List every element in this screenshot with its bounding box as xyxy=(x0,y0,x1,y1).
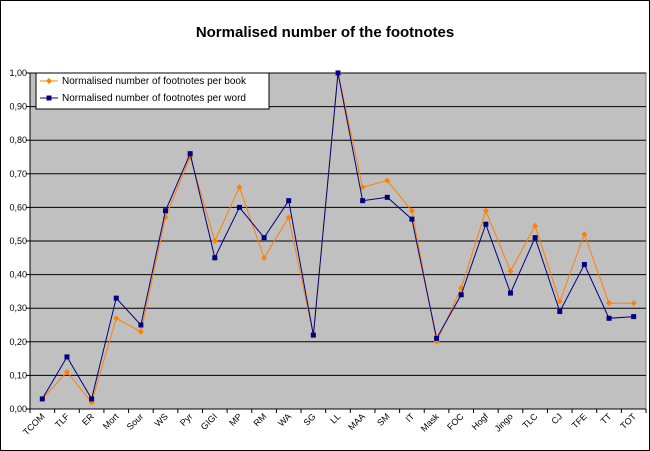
data-point-square xyxy=(187,151,193,157)
x-tick-label: TOT xyxy=(618,411,638,431)
data-point-square xyxy=(483,221,489,227)
series-per-word xyxy=(39,70,637,402)
x-tick-label: Sour xyxy=(125,411,146,432)
x-tick-label: MAA xyxy=(346,411,367,432)
x-tick-label: TFE xyxy=(570,411,589,430)
data-point-square xyxy=(557,309,563,315)
data-point-square xyxy=(39,396,45,402)
data-point-square xyxy=(434,335,440,341)
data-point-diamond xyxy=(507,268,514,275)
gridlines xyxy=(30,72,646,410)
data-point-diamond xyxy=(359,184,366,191)
data-point-square xyxy=(163,208,169,214)
legend-label-per-word: Normalised number of footnotes per word xyxy=(62,93,246,104)
data-point-square xyxy=(113,295,119,301)
chart-title: Normalised number of the footnotes xyxy=(196,24,454,41)
data-point-square xyxy=(236,204,242,210)
x-tick-label: WA xyxy=(276,411,293,428)
data-point-square xyxy=(409,216,415,222)
x-tick-label: SG xyxy=(301,411,317,427)
data-point-square xyxy=(458,292,464,298)
data-point-diamond xyxy=(261,254,268,261)
x-tick-label: Jingo xyxy=(493,411,515,433)
legend: Normalised number of footnotes per book … xyxy=(35,72,270,110)
data-point-square xyxy=(89,396,95,402)
x-tick-label: RM xyxy=(252,411,269,428)
data-point-square xyxy=(360,198,366,204)
x-tick-label: MP xyxy=(227,411,244,428)
data-point-diamond xyxy=(236,184,243,191)
data-point-diamond xyxy=(113,315,120,322)
x-tick-label: FOC xyxy=(445,411,466,432)
y-tick-label: 0,80 xyxy=(9,135,27,145)
data-point-diamond xyxy=(606,300,613,307)
x-tick-label: Mask xyxy=(419,411,442,434)
data-point-square xyxy=(261,235,267,241)
series-layer xyxy=(39,70,637,406)
data-point-diamond xyxy=(63,369,70,376)
x-tick-label: GIGI xyxy=(199,411,220,432)
data-point-square xyxy=(606,315,612,321)
x-tick-label: Hogf xyxy=(470,411,491,432)
x-tick-label: LL xyxy=(328,411,342,425)
legend-box xyxy=(35,72,270,110)
data-point-square xyxy=(335,70,341,76)
y-tick-label: 0,60 xyxy=(9,202,27,212)
x-tick-label: TCOM xyxy=(21,411,47,437)
data-point-diamond xyxy=(581,231,588,238)
data-point-square xyxy=(212,255,218,261)
data-point-diamond xyxy=(556,298,563,305)
data-point-diamond xyxy=(384,177,391,184)
x-tick-label: Pyr xyxy=(178,411,195,428)
y-tick-label: 0,30 xyxy=(9,303,27,313)
data-point-square xyxy=(507,290,513,296)
data-point-square xyxy=(138,322,144,328)
data-point-square xyxy=(286,198,292,204)
data-point-square xyxy=(532,235,538,241)
data-point-diamond xyxy=(408,207,415,214)
y-tick-label: 0,50 xyxy=(9,236,27,246)
data-point-square xyxy=(310,332,316,338)
legend-label-per-book: Normalised number of footnotes per book xyxy=(62,76,247,87)
data-point-diamond xyxy=(211,238,218,244)
y-tick-label: 0,70 xyxy=(9,169,27,179)
y-axis: 0,00 0,10 0,20 0,30 0,40 0,50 0,60 0,70 0,80 0,90… xyxy=(9,68,31,414)
x-tick-label: TLC xyxy=(520,411,539,430)
x-tick-label: CJ xyxy=(549,411,564,426)
x-tick-label: ER xyxy=(80,411,96,427)
y-tick-label: 0,90 xyxy=(9,102,27,112)
legend-diamond-marker xyxy=(46,78,52,84)
data-point-square xyxy=(64,354,70,360)
data-point-diamond xyxy=(630,300,637,307)
data-point-diamond xyxy=(482,207,489,214)
x-axis: TCOM TLF ER Mort Sour WS Pyr GIGI MP RM WA SG LL MAA S… xyxy=(21,408,647,437)
x-tick-label: IT xyxy=(404,411,417,424)
y-tick-label: 0,40 xyxy=(9,270,27,280)
data-point-diamond xyxy=(285,214,292,221)
legend-square-marker xyxy=(46,95,52,101)
y-tick-label: 1,00 xyxy=(9,68,27,78)
x-tick-label: TT xyxy=(599,411,614,426)
data-point-square xyxy=(581,262,587,268)
data-point-square xyxy=(384,194,390,200)
x-tick-label: Mort xyxy=(101,411,121,431)
y-tick-label: 0,10 xyxy=(9,370,27,380)
x-tick-label: SM xyxy=(375,411,392,428)
data-point-diamond xyxy=(137,328,144,335)
y-tick-label: 0,00 xyxy=(9,404,27,414)
x-tick-label: TLF xyxy=(53,411,72,430)
x-tick-label: WS xyxy=(153,411,170,428)
data-point-diamond xyxy=(532,222,539,229)
data-point-square xyxy=(631,314,637,320)
y-tick-label: 0,20 xyxy=(9,337,27,347)
